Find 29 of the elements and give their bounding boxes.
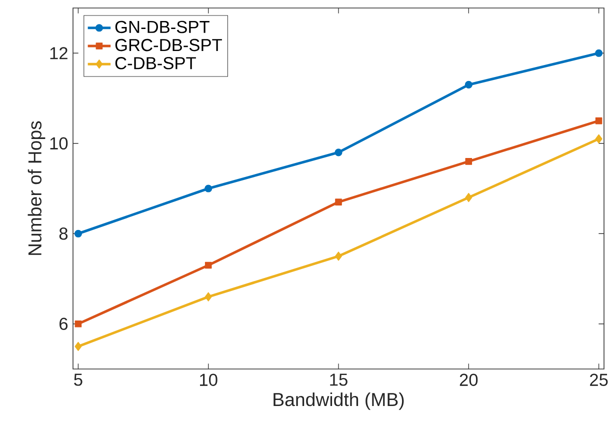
point [334, 252, 342, 261]
point [595, 117, 602, 124]
x-tick-label: 5 [74, 374, 82, 386]
point [74, 230, 82, 238]
point [465, 192, 472, 202]
x-axis-title: Bandwidth (MB) [274, 392, 404, 410]
legend-label: GN-DB-SPT [115, 20, 210, 34]
y-tick-label: 10 [50, 137, 68, 150]
point [74, 342, 82, 352]
y-axis-title: Number of Hops [28, 121, 46, 255]
x-tick-label: 20 [460, 374, 478, 386]
point [335, 198, 342, 206]
x-tick-label: 25 [590, 374, 608, 386]
y-tick-label: 6 [60, 318, 68, 330]
x-tick-label: 15 [330, 374, 348, 386]
y-tick-label: 12 [50, 47, 68, 60]
legend-label: GRC-DB-SPT [115, 38, 222, 52]
point [595, 134, 602, 144]
point [204, 292, 212, 302]
y-tick-label: 8 [59, 227, 68, 240]
point [464, 80, 472, 89]
legend-label: C-DB-SPT [115, 57, 196, 70]
point [204, 184, 212, 192]
point [74, 320, 82, 328]
x-tick-label: 10 [200, 374, 218, 386]
point [334, 148, 342, 156]
point [594, 49, 603, 57]
point [204, 262, 212, 269]
point [465, 158, 472, 165]
